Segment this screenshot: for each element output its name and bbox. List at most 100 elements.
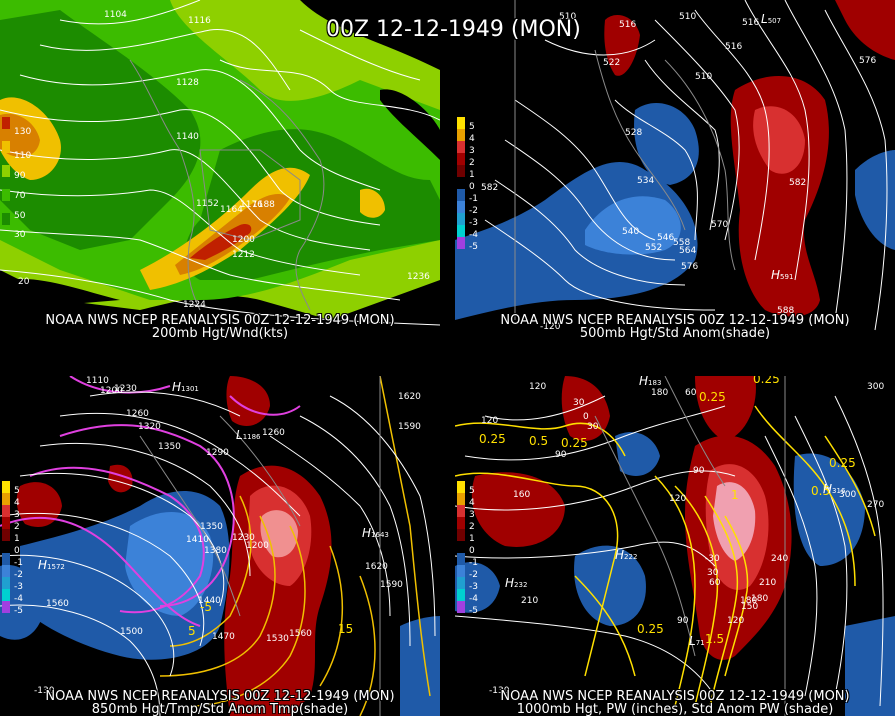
pw-label: 1 [731,488,739,502]
legend-label: 5 [469,122,475,132]
contour-label: 1212 [232,250,255,260]
contour-label: 1500 [120,627,143,637]
high-pressure-center: H1643 [362,526,389,540]
legend-label: 4 [14,498,20,508]
contour-label: 1128 [176,78,199,88]
contour-label: 1350 [200,522,223,532]
legend-label: 5 [469,486,475,496]
wind-map-200mb [0,0,440,340]
contour-label: 546 [657,233,675,243]
pressure-value: 183 [648,379,662,387]
contour-label: 516 [619,20,637,30]
legend-label: -5 [469,242,478,252]
panel-caption-source: NOAA NWS NCEP REANALYSIS 00Z 12-12-1949 … [45,313,395,328]
contour-label: 120 [481,416,499,426]
contour-label: 1260 [126,409,149,419]
contour-label: 1290 [206,448,229,458]
map-title: 00Z 12-12-1949 (MON) [326,17,581,42]
high-pressure-center: H1572 [38,558,65,572]
contour-label: 1590 [398,422,421,432]
contour-label: 510 [695,72,713,82]
legend-label: 70 [14,191,26,201]
panel-200mb: 130 110 90 70 50 30 1104 1116 1128 1140 … [0,0,440,340]
legend-label: -4 [14,594,23,604]
pw-label: 0.25 [829,456,856,470]
height-contours [0,0,440,326]
isotherm-label: -5 [200,600,212,614]
anomaly-map-500mb [455,0,895,340]
legend-label: -1 [14,558,23,568]
legend-label: 0 [469,546,475,556]
panel-caption-source: NOAA NWS NCEP REANALYSIS 00Z 12-12-1949 … [500,313,850,328]
pw-label: 0.25 [561,436,588,450]
panel-caption-source: NOAA NWS NCEP REANALYSIS 00Z 12-12-1949 … [45,689,395,704]
legend-label: -2 [469,570,478,580]
contour-label: 300 [839,490,857,500]
axis-label: -130 [34,686,55,696]
contour-label: 240 [771,554,789,564]
pressure-value: 1643 [371,531,389,539]
pressure-value: 1186 [242,433,261,441]
high-pressure-center: H1301 [172,380,199,394]
contour-label: 582 [789,178,807,188]
pressure-value: 1301 [181,385,199,393]
axis-label: -120 [540,322,561,332]
pw-label: 0.25 [753,376,780,386]
high-pressure-center: H183 [639,376,661,388]
axis-label: -130 [489,686,510,696]
pw-label: 0.5 [811,484,831,498]
contour-label: 1530 [266,634,289,644]
positive-anomaly-west [16,482,62,527]
contour-label: 120 [669,494,687,504]
contour-label: 528 [625,128,643,138]
pressure-letter: L [689,634,696,648]
contour-label: 180 [740,596,758,606]
contour-label: 120 [727,616,745,626]
contour-label: 90 [555,450,567,460]
legend-label: 110 [14,151,32,161]
contour-label: 1200 [100,386,123,396]
contour-label: 1164 [220,205,243,215]
contour-label: 210 [521,596,539,606]
negative-anomaly-west [455,562,500,613]
coastlines [594,376,786,716]
contour-label: 60 [685,388,697,398]
contour-label: 90 [677,616,689,626]
legend-label: 3 [14,510,20,520]
contour-label: 1260 [262,428,285,438]
positive-anomaly-light [713,482,756,561]
positive-anomaly-mid [753,106,805,174]
legend-label: -3 [469,582,478,592]
pressure-letter: H [362,526,372,540]
contour-label: 210 [759,578,777,588]
legend-label: 2 [469,158,475,168]
contour-label: 1620 [365,562,388,572]
panel-500mb: 5 4 3 2 1 0 -1 -2 -3 -4 -5 510 516 516 5… [455,0,895,340]
legend-label: 1 [469,534,475,544]
contour-label: 270 [867,500,885,510]
positive-anomaly-north [561,376,610,441]
legend-label: 2 [14,522,20,532]
panel-caption-fields: 1000mb Hgt, PW (inches), Std Anom PW (sh… [516,702,834,716]
coastlines [139,376,381,716]
contour-label: 570 [711,220,729,230]
high-pressure-center: H591 [771,268,793,282]
legend-label: 130 [14,127,32,137]
contour-label: 558 [673,238,691,248]
contour-label: 540 [622,227,640,237]
contour-label: 30 [707,568,719,578]
contour-label: 510 [679,12,697,22]
high-pressure-center: H222 [615,548,637,562]
pw-label: 0.5 [529,434,549,448]
temp-map-850mb [0,376,440,716]
legend-label: 3 [469,146,475,156]
wind-max-right [360,188,385,218]
contour-label: 564 [679,246,697,256]
panel-caption-fields: 500mb Hgt/Std Anom(shade) [579,326,771,341]
contour-label: 120 [529,382,547,392]
legend-label: 4 [469,134,475,144]
legend-label: 50 [14,211,26,221]
coastlines [129,59,325,311]
contour-label: 1470 [212,632,235,642]
legend-label: 3 [469,510,475,520]
